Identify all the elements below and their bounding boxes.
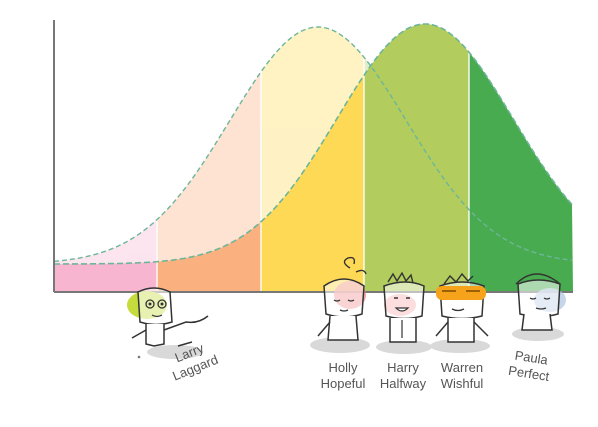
label-last: Hopeful: [320, 376, 366, 391]
harry-halfway-character: [376, 271, 432, 354]
warren-wishful-character: [430, 272, 490, 353]
head-outline: [137, 287, 173, 326]
label-harry-halfway: Harry Halfway: [372, 360, 434, 392]
head-outline: [323, 278, 365, 318]
band-5: [469, 24, 573, 292]
label-last: Wishful: [440, 376, 484, 391]
holly-hopeful-character: [310, 256, 370, 353]
band-dividers: [156, 20, 470, 291]
body-outline: [521, 313, 553, 331]
head-outline: [383, 281, 425, 320]
stray-dot: [137, 355, 141, 359]
larry-laggard-character: [127, 287, 209, 359]
head-outline: [517, 279, 561, 318]
body-outline: [145, 324, 165, 347]
body-outline: [447, 318, 475, 343]
label-first: Warren: [440, 360, 484, 375]
sunglasses: [436, 286, 486, 300]
label-warren-wishful: Warren Wishful: [431, 360, 493, 392]
character-shadow: [376, 340, 432, 354]
label-first: Holly: [328, 360, 358, 375]
paula-perfect-character: [512, 273, 566, 341]
body-outline: [389, 318, 417, 343]
front-curve-outline: [54, 23, 573, 265]
band-4: [364, 24, 469, 292]
character-shadow: [430, 339, 490, 353]
label-holly-hopeful: Holly Hopeful: [312, 360, 374, 392]
label-first: Harry: [387, 360, 419, 375]
character-shadow: [147, 345, 203, 359]
label-last: Halfway: [379, 376, 427, 391]
body-outline: [327, 315, 359, 341]
band-1-light: [54, 27, 157, 292]
character-shadow: [310, 337, 370, 353]
back-curve-outline: [53, 26, 573, 263]
